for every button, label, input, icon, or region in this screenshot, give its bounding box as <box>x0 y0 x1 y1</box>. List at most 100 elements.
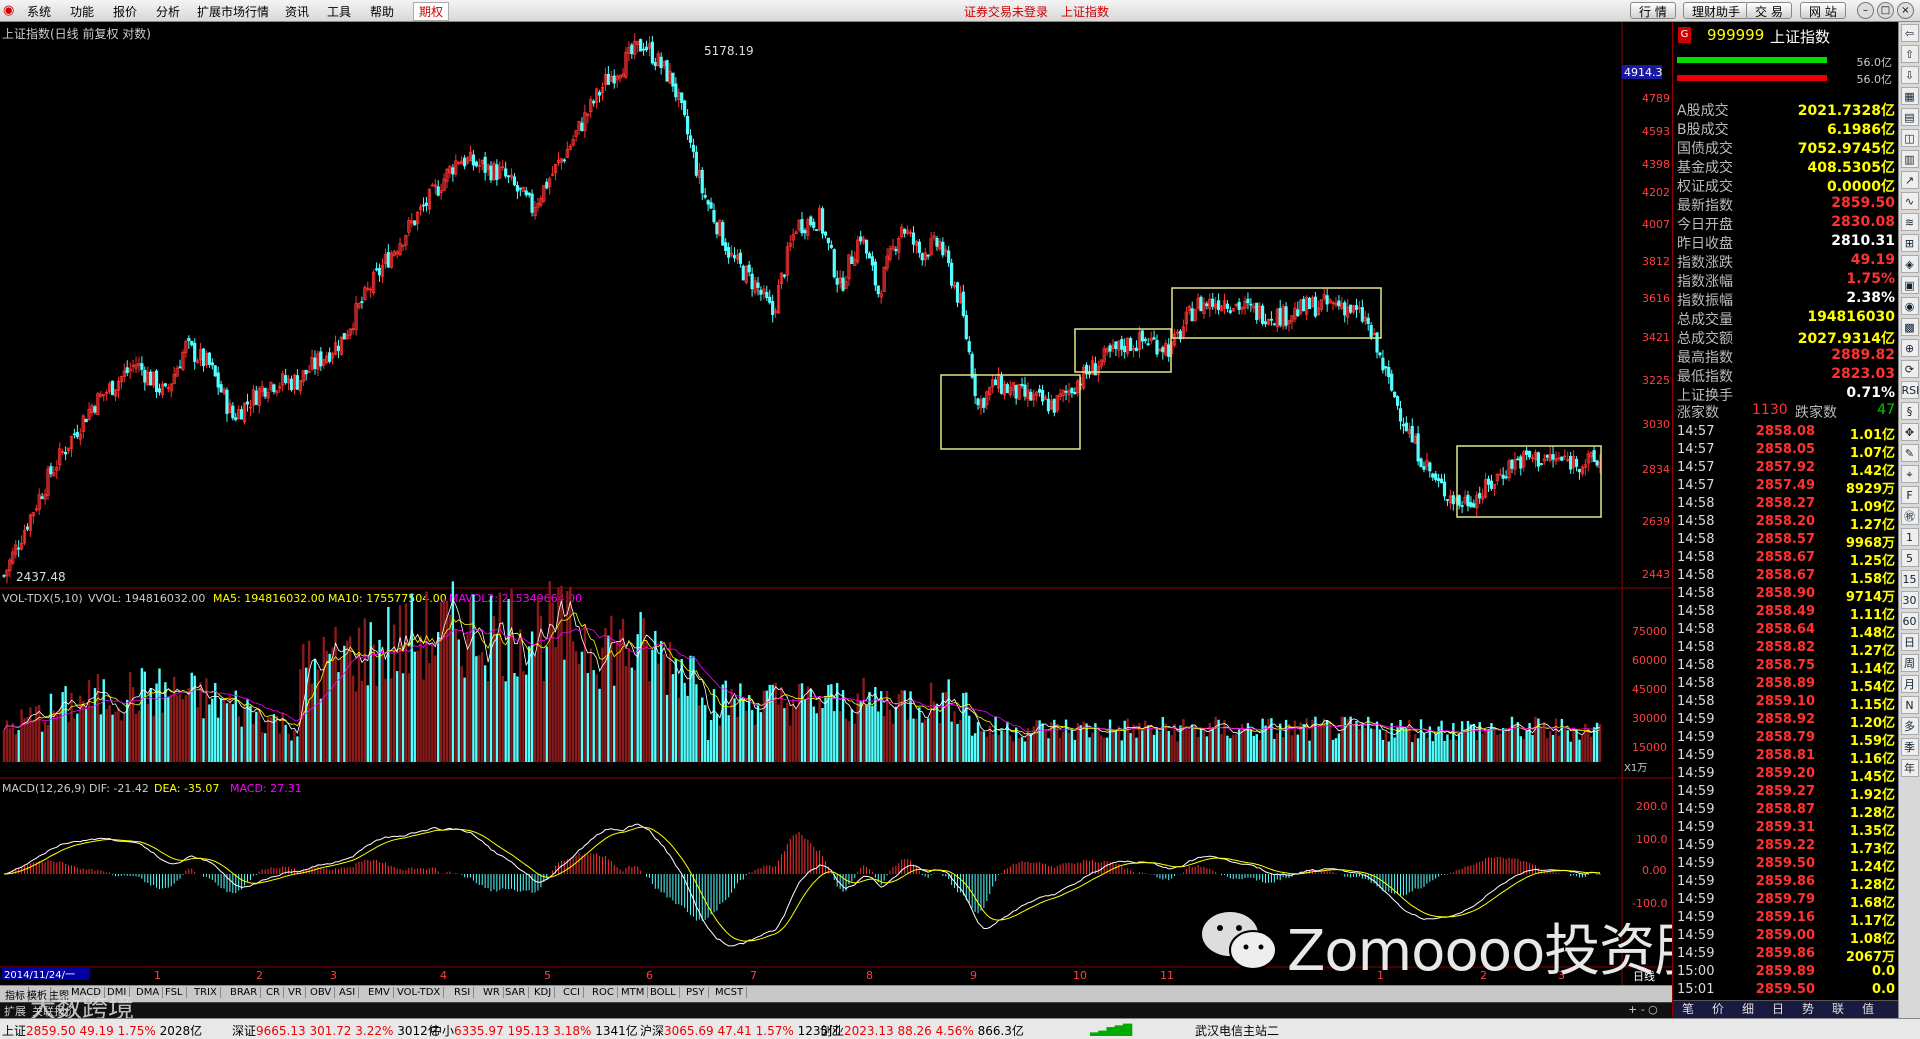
indicator-tab[interactable]: BRAR <box>227 987 262 998</box>
indicator-tab[interactable]: MACD <box>68 987 105 998</box>
quote-button[interactable]: 行 情 <box>1630 2 1676 19</box>
toolbar-icon[interactable]: ⇧ <box>1900 45 1919 63</box>
tick-row[interactable]: 14:58 2858.27 1.09亿 <box>1673 496 1899 515</box>
indicator-tab[interactable]: SAR <box>502 987 530 998</box>
toolbar-icon[interactable]: ⊕ <box>1900 339 1919 357</box>
tick-row[interactable]: 14:57 2858.08 1.01亿 <box>1673 424 1899 443</box>
tick-row[interactable]: 14:59 2858.87 1.28亿 <box>1673 802 1899 821</box>
indicator-tab[interactable]: OBV <box>307 987 336 998</box>
indicator-tab[interactable]: ROC <box>589 987 618 998</box>
toolbar-icon[interactable]: 季 <box>1900 738 1919 756</box>
market-index-status[interactable]: 沪深3065.69 47.41 1.57% 1235亿 <box>640 1022 840 1039</box>
quote-panel-tab[interactable]: 值 <box>1861 1002 1874 1016</box>
toolbar-icon[interactable]: ≋ <box>1900 213 1919 231</box>
tick-row[interactable]: 14:57 2857.49 8929万 <box>1673 478 1899 497</box>
toolbar-icon[interactable]: 多 <box>1900 717 1919 735</box>
menu-function[interactable]: 功能 <box>70 5 95 19</box>
tick-row[interactable]: 14:59 2859.79 1.68亿 <box>1673 892 1899 911</box>
toolbar-icon[interactable]: 60 <box>1900 612 1919 630</box>
quote-panel-tab[interactable]: 势 <box>1801 1002 1814 1016</box>
tick-row[interactable]: 14:59 2858.92 1.20亿 <box>1673 712 1899 731</box>
tick-row[interactable]: 14:59 2858.81 1.16亿 <box>1673 748 1899 767</box>
toolbar-icon[interactable]: 年 <box>1900 759 1919 777</box>
toolbar-icon[interactable]: F <box>1900 486 1919 504</box>
quote-panel-tab[interactable]: 细 <box>1741 1002 1754 1016</box>
website-button[interactable]: 网 站 <box>1800 2 1846 19</box>
indicator-tab[interactable]: EMV <box>365 987 394 998</box>
indicator-tab[interactable]: VR <box>285 987 306 998</box>
tick-row[interactable]: 14:58 2859.10 1.15亿 <box>1673 694 1899 713</box>
tick-row[interactable]: 14:58 2858.67 1.25亿 <box>1673 550 1899 569</box>
close-icon[interactable]: × <box>1897 2 1914 19</box>
menu-extended-market[interactable]: 扩展市场行情 <box>197 5 270 19</box>
menu-analysis[interactable]: 分析 <box>156 5 181 19</box>
toolbar-icon[interactable]: 日 <box>1900 633 1919 651</box>
tick-row[interactable]: 14:59 2859.27 1.92亿 <box>1673 784 1899 803</box>
tick-row[interactable]: 14:59 2858.79 1.59亿 <box>1673 730 1899 749</box>
toolbar-icon[interactable]: ▩ <box>1900 318 1919 336</box>
indicator-tab[interactable]: DMI <box>104 987 131 998</box>
toolbar-icon[interactable]: 1 <box>1900 528 1919 546</box>
trade-button[interactable]: 交 易 <box>1746 2 1792 19</box>
pane-controls-icon[interactable]: + - ○ <box>1628 1003 1658 1016</box>
toolbar-icon[interactable]: ✥ <box>1900 423 1919 441</box>
minimize-icon[interactable]: – <box>1857 2 1874 19</box>
tick-row[interactable]: 14:59 2859.16 1.17亿 <box>1673 910 1899 929</box>
tick-row[interactable]: 14:58 2858.90 9714万 <box>1673 586 1899 605</box>
toolbar-icon[interactable]: ㊗ <box>1900 507 1919 525</box>
toolbar-icon[interactable]: ⇩ <box>1900 66 1919 84</box>
indicator-tab[interactable]: TRIX <box>191 987 221 998</box>
tick-row[interactable]: 14:59 2859.31 1.35亿 <box>1673 820 1899 839</box>
toolbar-icon[interactable]: 30 <box>1900 591 1919 609</box>
indicator-tab[interactable]: ASI <box>336 987 360 998</box>
indicator-tab[interactable]: PSY <box>683 987 709 998</box>
indicator-tab[interactable]: CR <box>263 987 284 998</box>
toolbar-icon[interactable]: ▤ <box>1900 108 1919 126</box>
indicator-tab[interactable]: MTM <box>618 987 649 998</box>
tick-row[interactable]: 14:58 2858.64 1.48亿 <box>1673 622 1899 641</box>
indicator-tab[interactable]: MCST <box>712 987 748 998</box>
tick-row[interactable]: 14:58 2858.20 1.27亿 <box>1673 514 1899 533</box>
menu-help[interactable]: 帮助 <box>370 5 395 19</box>
toolbar-icon[interactable]: ⊞ <box>1900 234 1919 252</box>
tick-row[interactable]: 14:59 2859.50 1.24亿 <box>1673 856 1899 875</box>
tick-row[interactable]: 14:57 2858.05 1.07亿 <box>1673 442 1899 461</box>
indicator-tab[interactable]: BOLL <box>647 987 680 998</box>
toolbar-icon[interactable]: ⟳ <box>1900 360 1919 378</box>
toolbar-icon[interactable]: N <box>1900 696 1919 714</box>
toolbar-icon[interactable]: ◈ <box>1900 255 1919 273</box>
indicator-tab[interactable]: DMA <box>133 987 164 998</box>
trade-login-status[interactable]: 证券交易未登录 <box>964 5 1049 19</box>
maximize-icon[interactable]: □ <box>1877 2 1894 19</box>
tick-row[interactable]: 14:58 2858.82 1.27亿 <box>1673 640 1899 659</box>
menu-quote[interactable]: 报价 <box>113 5 138 19</box>
tick-row[interactable]: 14:58 2858.75 1.14亿 <box>1673 658 1899 677</box>
market-index-status[interactable]: 中小6335.97 195.13 3.18% 1341亿 <box>430 1022 638 1039</box>
indicator-tab[interactable]: VOL-TDX <box>394 987 445 998</box>
kline-chart[interactable]: 上证指数(日线 前复权 对数) 5178.19 2437.48 VOL-TDX(… <box>0 22 1672 988</box>
quote-panel-tab[interactable]: 日 <box>1771 1002 1784 1016</box>
indicator-tab[interactable]: KDJ <box>531 987 556 998</box>
toolbar-icon[interactable]: ◫ <box>1900 129 1919 147</box>
quote-panel-tab[interactable]: 笔 <box>1681 1002 1694 1016</box>
related-quote-tab[interactable]: 关联报价 <box>32 1005 76 1018</box>
server-name[interactable]: 武汉电信主站二 <box>1195 1024 1280 1038</box>
chart-area[interactable]: 上证指数(日线 前复权 对数) 5178.19 2437.48 VOL-TDX(… <box>0 22 1672 988</box>
toolbar-icon[interactable]: 5 <box>1900 549 1919 567</box>
tick-row[interactable]: 14:59 2859.20 1.45亿 <box>1673 766 1899 785</box>
toolbar-icon[interactable]: 月 <box>1900 675 1919 693</box>
toolbar-icon[interactable]: ◉ <box>1900 297 1919 315</box>
toolbar-icon[interactable]: ∿ <box>1900 192 1919 210</box>
indicator-tab[interactable]: WR <box>480 987 504 998</box>
extension-tab[interactable]: 扩展 <box>4 1005 26 1018</box>
market-index-status[interactable]: 上证2859.50 49.19 1.75% 2028亿 <box>2 1022 202 1039</box>
menu-tools[interactable]: 工具 <box>327 5 352 19</box>
tick-row[interactable]: 15:01 2859.50 0.0 <box>1673 982 1899 1000</box>
toolbar-icon[interactable]: RSI <box>1900 381 1919 399</box>
quote-panel-tab[interactable]: 价 <box>1711 1002 1724 1016</box>
toolbar-icon[interactable]: 周 <box>1900 654 1919 672</box>
toolbar-icon[interactable]: ▣ <box>1900 276 1919 294</box>
indicator-tab[interactable]: FSL <box>162 987 187 998</box>
tick-row[interactable]: 14:59 2859.86 2067万 <box>1673 946 1899 965</box>
toolbar-icon[interactable]: § <box>1900 402 1919 420</box>
